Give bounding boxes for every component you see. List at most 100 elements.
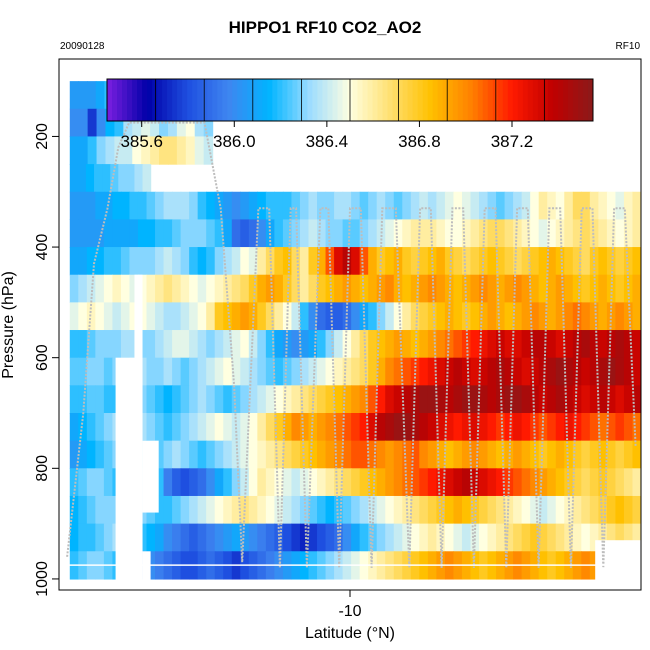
colorbar-segment [582,79,589,121]
heatmap-cell [402,302,412,331]
colorbar-segment [137,79,143,121]
heatmap-cell [274,219,284,248]
heatmap-cell [393,191,403,221]
heatmap-cell [137,385,148,414]
heatmap-cell [197,330,207,359]
flight-track-line [66,121,637,568]
heatmap-cell [197,247,207,276]
heatmap-cell [308,523,318,552]
heatmap-cell [78,495,88,525]
heatmap-cell [393,219,403,248]
heatmap-cell [623,357,634,386]
heatmap-cell [615,413,625,442]
heatmap-cell [172,330,182,359]
colorbar-segment [442,79,449,121]
heatmap-cell [325,468,335,497]
heatmap-cell [78,274,88,303]
heatmap-cell [504,191,514,221]
heatmap-cell [231,385,241,414]
heatmap-cell [538,219,548,248]
heatmap-cell [163,274,173,303]
heatmap-cell [248,357,258,386]
heatmap-cell [555,274,565,303]
heatmap-cell [453,357,463,386]
heatmap-cell [69,495,79,525]
heatmap-cell [155,302,165,331]
heatmap-cell [547,413,557,442]
heatmap-cell [123,108,133,138]
heatmap-cell [155,413,165,442]
heatmap-cell [496,468,506,497]
heatmap-cell [351,523,361,552]
heatmap-cell [155,247,165,276]
heatmap-cell [325,413,335,442]
heatmap-cell [291,247,301,276]
heatmap-cell [325,385,335,414]
heatmap-cell [376,357,386,386]
heatmap-cell [120,302,131,331]
heatmap-cell [427,413,437,442]
heatmap-cell [410,302,420,331]
heatmap-cell [436,219,446,248]
colorbar-segment [307,79,313,121]
heatmap-cell [214,302,224,331]
heatmap-cell [359,495,369,525]
heatmap-cell [564,330,574,359]
heatmap-cell [334,468,344,497]
heatmap-cell [555,385,565,414]
colorbar-segment [112,79,118,121]
heatmap-cell [299,330,310,359]
heatmap-cell [538,495,548,525]
heatmap-cell [78,247,88,276]
heatmap-cell [487,330,497,359]
heatmap-cell [129,247,139,276]
heatmap-cell [470,468,480,497]
heatmap-cell [496,495,506,525]
heatmap-cell [282,247,293,276]
heatmap-cell [359,191,369,221]
heatmap-cell [206,495,216,525]
heatmap-cell [95,440,105,469]
colorbar-segment [327,79,333,121]
heatmap-cell [86,440,96,469]
heatmap-cell [436,191,446,221]
heatmap-cell [581,302,591,331]
heatmap-cell [530,357,540,386]
heatmap-cell [214,468,224,497]
data-gap [142,440,159,513]
heatmap-cell [95,523,105,552]
heatmap-cell [623,495,634,525]
heatmap-cell [163,468,173,497]
heatmap-cell [87,108,98,138]
heatmap-cell [504,302,514,331]
heatmap-cell [214,247,224,276]
heatmap-cell [581,357,591,386]
heatmap-cell [615,330,625,359]
heatmap-cell [368,247,378,276]
heatmap-cell [206,219,216,248]
heatmap-cell [615,495,625,525]
heatmap-cell [606,413,617,442]
colorbar-segment [167,79,173,121]
heatmap-cell [436,330,446,359]
heatmap-cell [504,274,514,303]
heatmap-cell [351,302,361,331]
heatmap-cell [206,357,216,386]
heatmap-cell [530,330,540,359]
heatmap-cell [623,302,634,331]
heatmap-cell [479,219,489,248]
heatmap-cell [206,385,216,414]
heatmap-cell [155,357,165,386]
heatmap-cell [180,247,190,276]
heatmap-cell [206,523,216,552]
heatmap-cell [436,440,446,469]
heatmap-cell [150,136,160,165]
heatmap-cell [385,385,395,414]
heatmap-cell [427,357,437,386]
colorbar-segment [537,79,544,121]
heatmap-cell [589,191,599,221]
heatmap-cell [257,274,267,303]
heatmap-cell [189,413,199,442]
heatmap-cell [496,523,506,552]
heatmap-cell [419,191,429,221]
